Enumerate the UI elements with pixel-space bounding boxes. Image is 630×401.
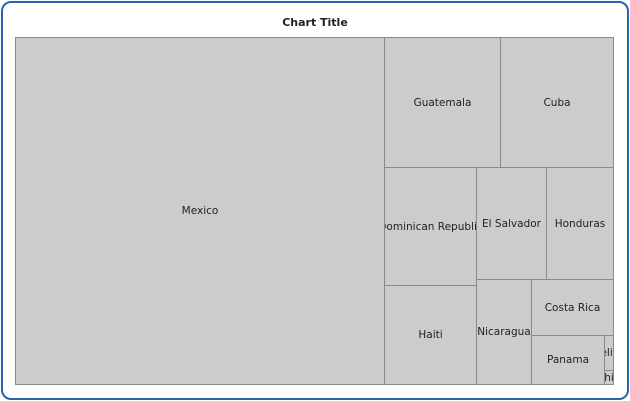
treemap-cell-dominican-republic[interactable]: Dominican Republic	[384, 167, 477, 286]
treemap-cell-label: Costa Rica	[544, 301, 601, 314]
treemap-cell-label: El Salvador	[482, 217, 541, 230]
treemap-cell-mexico[interactable]: Mexico	[15, 37, 385, 385]
treemap-cell-guatemala[interactable]: Guatemala	[384, 37, 501, 168]
treemap-cell-label: Panama	[546, 354, 590, 366]
treemap-cell-belize[interactable]: Belize	[604, 335, 614, 371]
treemap-cell-label: Cuba	[543, 96, 571, 109]
treemap-cell-label: Dominican Republic	[385, 220, 476, 233]
chart-title: Chart Title	[282, 16, 348, 29]
treemap-cell-label: Haiti	[418, 329, 443, 341]
treemap-cell-hi[interactable]: hi	[604, 370, 614, 385]
treemap-cell-nicaragua[interactable]: Nicaragua	[476, 279, 532, 385]
treemap-cell-haiti[interactable]: Haiti	[384, 285, 477, 385]
treemap-cell-label: hi	[604, 371, 614, 384]
treemap-cell-label: Guatemala	[413, 96, 472, 109]
treemap-cell-label: Belize	[605, 347, 613, 359]
treemap-cell-panama[interactable]: Panama	[531, 335, 605, 385]
treemap-cell-el-salvador[interactable]: El Salvador	[476, 167, 547, 280]
treemap-cell-label: Nicaragua	[477, 326, 531, 338]
treemap-cell-cuba[interactable]: Cuba	[500, 37, 614, 168]
treemap-cell-honduras[interactable]: Honduras	[546, 167, 614, 280]
treemap-cell-label: Mexico	[181, 205, 219, 217]
treemap-plot-area: Mexico Guatemala Cuba Dominican Republic Hai…	[15, 37, 614, 385]
treemap-cell-costa-rica[interactable]: Costa Rica	[531, 279, 614, 336]
treemap-cell-label: Honduras	[554, 217, 606, 230]
